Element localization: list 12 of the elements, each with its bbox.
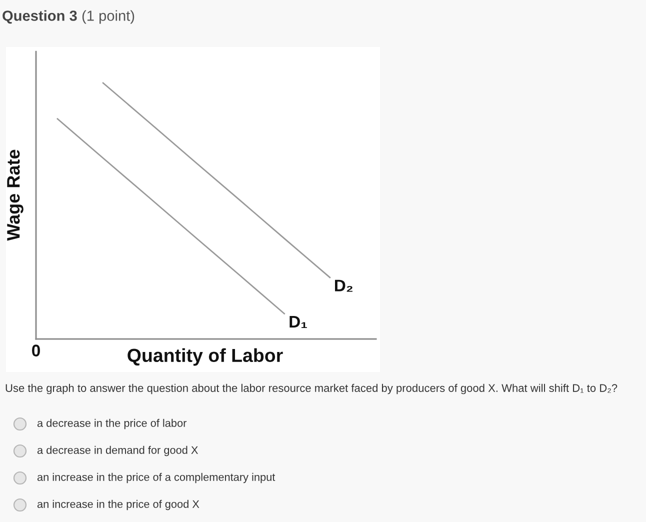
text: Use the graph to answer the question about the labor resource market faced by producers of good X. What will shift D₁ to D₂? <box>6 384 618 394</box>
text: an increase in the price of good X <box>37 500 200 510</box>
text: a decrease in demand for good X <box>37 446 198 456</box>
chart-subtitle: (1 point) <box>82 10 134 24</box>
y-axis-title: Wage Rate <box>7 150 24 241</box>
text: a decrease in the price of labor <box>37 418 187 430</box>
series-label: D₂ <box>335 280 352 292</box>
series-label: D₁ <box>290 316 307 328</box>
text: an increase in the price of a complementary input <box>37 472 276 484</box>
chart-title: Question 3 <box>2 10 77 24</box>
text: 0 <box>32 344 40 356</box>
x-axis-title: Quantity of Labor <box>128 348 283 366</box>
